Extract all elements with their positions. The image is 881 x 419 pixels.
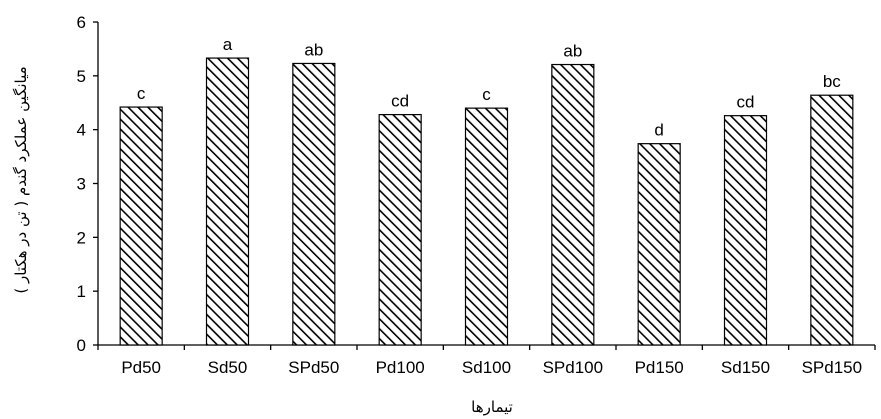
x-tick-label: SPd150 bbox=[802, 358, 863, 377]
bar bbox=[378, 113, 422, 346]
data-label: ab bbox=[563, 42, 582, 61]
bar bbox=[292, 62, 336, 346]
y-tick-label: 5 bbox=[77, 67, 86, 86]
data-label: c bbox=[137, 84, 146, 103]
y-axis-title: میانگین عملکرد گندم ( تن در هکتار ) bbox=[12, 66, 30, 293]
x-tick-label: SPd100 bbox=[543, 358, 604, 377]
x-tick-label: Sd50 bbox=[208, 358, 248, 377]
bar bbox=[810, 94, 854, 346]
x-tick-label: SPd50 bbox=[288, 358, 339, 377]
data-label: d bbox=[654, 121, 663, 140]
y-tick-label: 1 bbox=[77, 282, 86, 301]
x-tick-label: Pd100 bbox=[376, 358, 425, 377]
x-tick-label: Sd100 bbox=[462, 358, 511, 377]
x-tick-label: Sd150 bbox=[721, 358, 770, 377]
data-label: c bbox=[482, 85, 491, 104]
y-tick-label: 3 bbox=[77, 175, 86, 194]
x-tick-label: Pd150 bbox=[635, 358, 684, 377]
bar bbox=[464, 107, 509, 346]
data-label: bc bbox=[823, 72, 841, 91]
data-label: a bbox=[223, 35, 233, 54]
bar bbox=[119, 106, 163, 346]
bar bbox=[551, 63, 595, 346]
data-label: ab bbox=[304, 40, 323, 59]
y-tick-label: 6 bbox=[77, 13, 86, 32]
y-tick-label: 0 bbox=[77, 336, 86, 355]
y-tick-label: 4 bbox=[77, 121, 86, 140]
bar bbox=[637, 143, 681, 346]
bar bbox=[723, 115, 768, 346]
bar bbox=[205, 57, 250, 346]
x-tick-label: Pd50 bbox=[121, 358, 161, 377]
x-axis-title: تیمارها bbox=[471, 398, 513, 416]
data-label: cd bbox=[737, 93, 755, 112]
y-tick-label: 2 bbox=[77, 228, 86, 247]
data-label: cd bbox=[391, 92, 409, 111]
